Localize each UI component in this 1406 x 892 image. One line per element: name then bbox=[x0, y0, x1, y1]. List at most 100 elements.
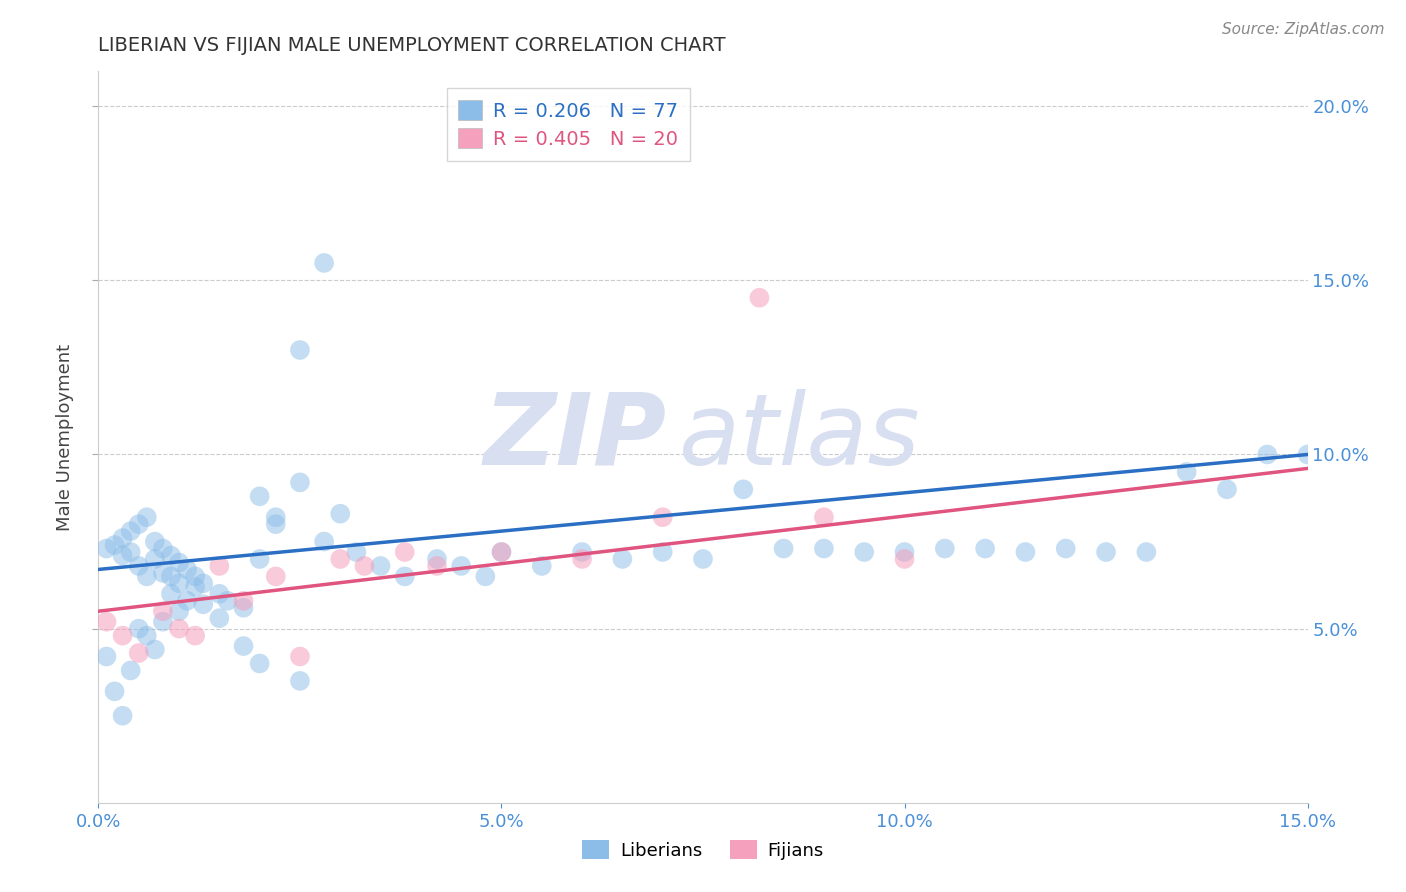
Point bbox=[167, 604, 190, 618]
Point bbox=[491, 545, 513, 559]
Point bbox=[571, 545, 593, 559]
Point bbox=[167, 556, 190, 570]
Point bbox=[96, 649, 118, 664]
Point bbox=[249, 552, 271, 566]
Point bbox=[152, 604, 174, 618]
Point bbox=[96, 615, 118, 629]
Point bbox=[111, 549, 134, 563]
Point bbox=[184, 629, 207, 643]
Point bbox=[167, 576, 190, 591]
Point bbox=[1216, 483, 1239, 497]
Point bbox=[184, 580, 207, 594]
Point bbox=[329, 552, 352, 566]
Point bbox=[612, 552, 634, 566]
Point bbox=[111, 531, 134, 545]
Point bbox=[184, 569, 207, 583]
Point bbox=[176, 594, 198, 608]
Point bbox=[160, 569, 183, 583]
Point bbox=[193, 597, 215, 611]
Point bbox=[1095, 545, 1118, 559]
Point bbox=[813, 541, 835, 556]
Point bbox=[370, 558, 392, 573]
Legend: Liberians, Fijians: Liberians, Fijians bbox=[575, 833, 831, 867]
Point bbox=[772, 541, 794, 556]
Point bbox=[128, 646, 150, 660]
Point bbox=[143, 552, 166, 566]
Point bbox=[128, 558, 150, 573]
Point bbox=[491, 545, 513, 559]
Point bbox=[571, 552, 593, 566]
Point bbox=[143, 534, 166, 549]
Point bbox=[120, 524, 142, 538]
Point bbox=[232, 594, 254, 608]
Point bbox=[208, 587, 231, 601]
Point bbox=[232, 639, 254, 653]
Point bbox=[152, 566, 174, 580]
Point bbox=[264, 517, 287, 532]
Point bbox=[329, 507, 352, 521]
Point bbox=[733, 483, 755, 497]
Text: ZIP: ZIP bbox=[484, 389, 666, 485]
Point bbox=[264, 569, 287, 583]
Point bbox=[450, 558, 472, 573]
Point bbox=[152, 541, 174, 556]
Point bbox=[128, 622, 150, 636]
Point bbox=[394, 569, 416, 583]
Point bbox=[1296, 448, 1319, 462]
Point bbox=[1175, 465, 1198, 479]
Point bbox=[232, 600, 254, 615]
Point bbox=[474, 569, 496, 583]
Point bbox=[314, 256, 336, 270]
Point bbox=[111, 629, 134, 643]
Point bbox=[288, 475, 311, 490]
Point bbox=[208, 558, 231, 573]
Text: atlas: atlas bbox=[679, 389, 921, 485]
Text: Source: ZipAtlas.com: Source: ZipAtlas.com bbox=[1222, 22, 1385, 37]
Point bbox=[530, 558, 553, 573]
Point bbox=[1014, 545, 1036, 559]
Y-axis label: Male Unemployment: Male Unemployment bbox=[56, 343, 75, 531]
Point bbox=[208, 611, 231, 625]
Point bbox=[974, 541, 997, 556]
Point bbox=[426, 552, 449, 566]
Point bbox=[160, 549, 183, 563]
Point bbox=[111, 708, 134, 723]
Point bbox=[651, 510, 673, 524]
Point bbox=[249, 657, 271, 671]
Point bbox=[193, 576, 215, 591]
Point bbox=[120, 545, 142, 559]
Point bbox=[692, 552, 714, 566]
Point bbox=[344, 545, 367, 559]
Point bbox=[135, 510, 157, 524]
Point bbox=[651, 545, 673, 559]
Point bbox=[249, 489, 271, 503]
Point bbox=[120, 664, 142, 678]
Point bbox=[748, 291, 770, 305]
Point bbox=[103, 684, 125, 698]
Point bbox=[893, 552, 915, 566]
Point bbox=[353, 558, 375, 573]
Point bbox=[135, 629, 157, 643]
Point bbox=[152, 615, 174, 629]
Point bbox=[426, 558, 449, 573]
Point bbox=[394, 545, 416, 559]
Point bbox=[103, 538, 125, 552]
Point bbox=[135, 569, 157, 583]
Point bbox=[176, 562, 198, 576]
Point bbox=[1135, 545, 1157, 559]
Point bbox=[314, 534, 336, 549]
Point bbox=[128, 517, 150, 532]
Point bbox=[264, 510, 287, 524]
Text: LIBERIAN VS FIJIAN MALE UNEMPLOYMENT CORRELATION CHART: LIBERIAN VS FIJIAN MALE UNEMPLOYMENT COR… bbox=[98, 36, 725, 54]
Point bbox=[96, 541, 118, 556]
Point bbox=[893, 545, 915, 559]
Point bbox=[288, 673, 311, 688]
Point bbox=[167, 622, 190, 636]
Point bbox=[1256, 448, 1278, 462]
Point bbox=[934, 541, 956, 556]
Point bbox=[160, 587, 183, 601]
Point bbox=[143, 642, 166, 657]
Point bbox=[813, 510, 835, 524]
Point bbox=[1054, 541, 1077, 556]
Point bbox=[288, 649, 311, 664]
